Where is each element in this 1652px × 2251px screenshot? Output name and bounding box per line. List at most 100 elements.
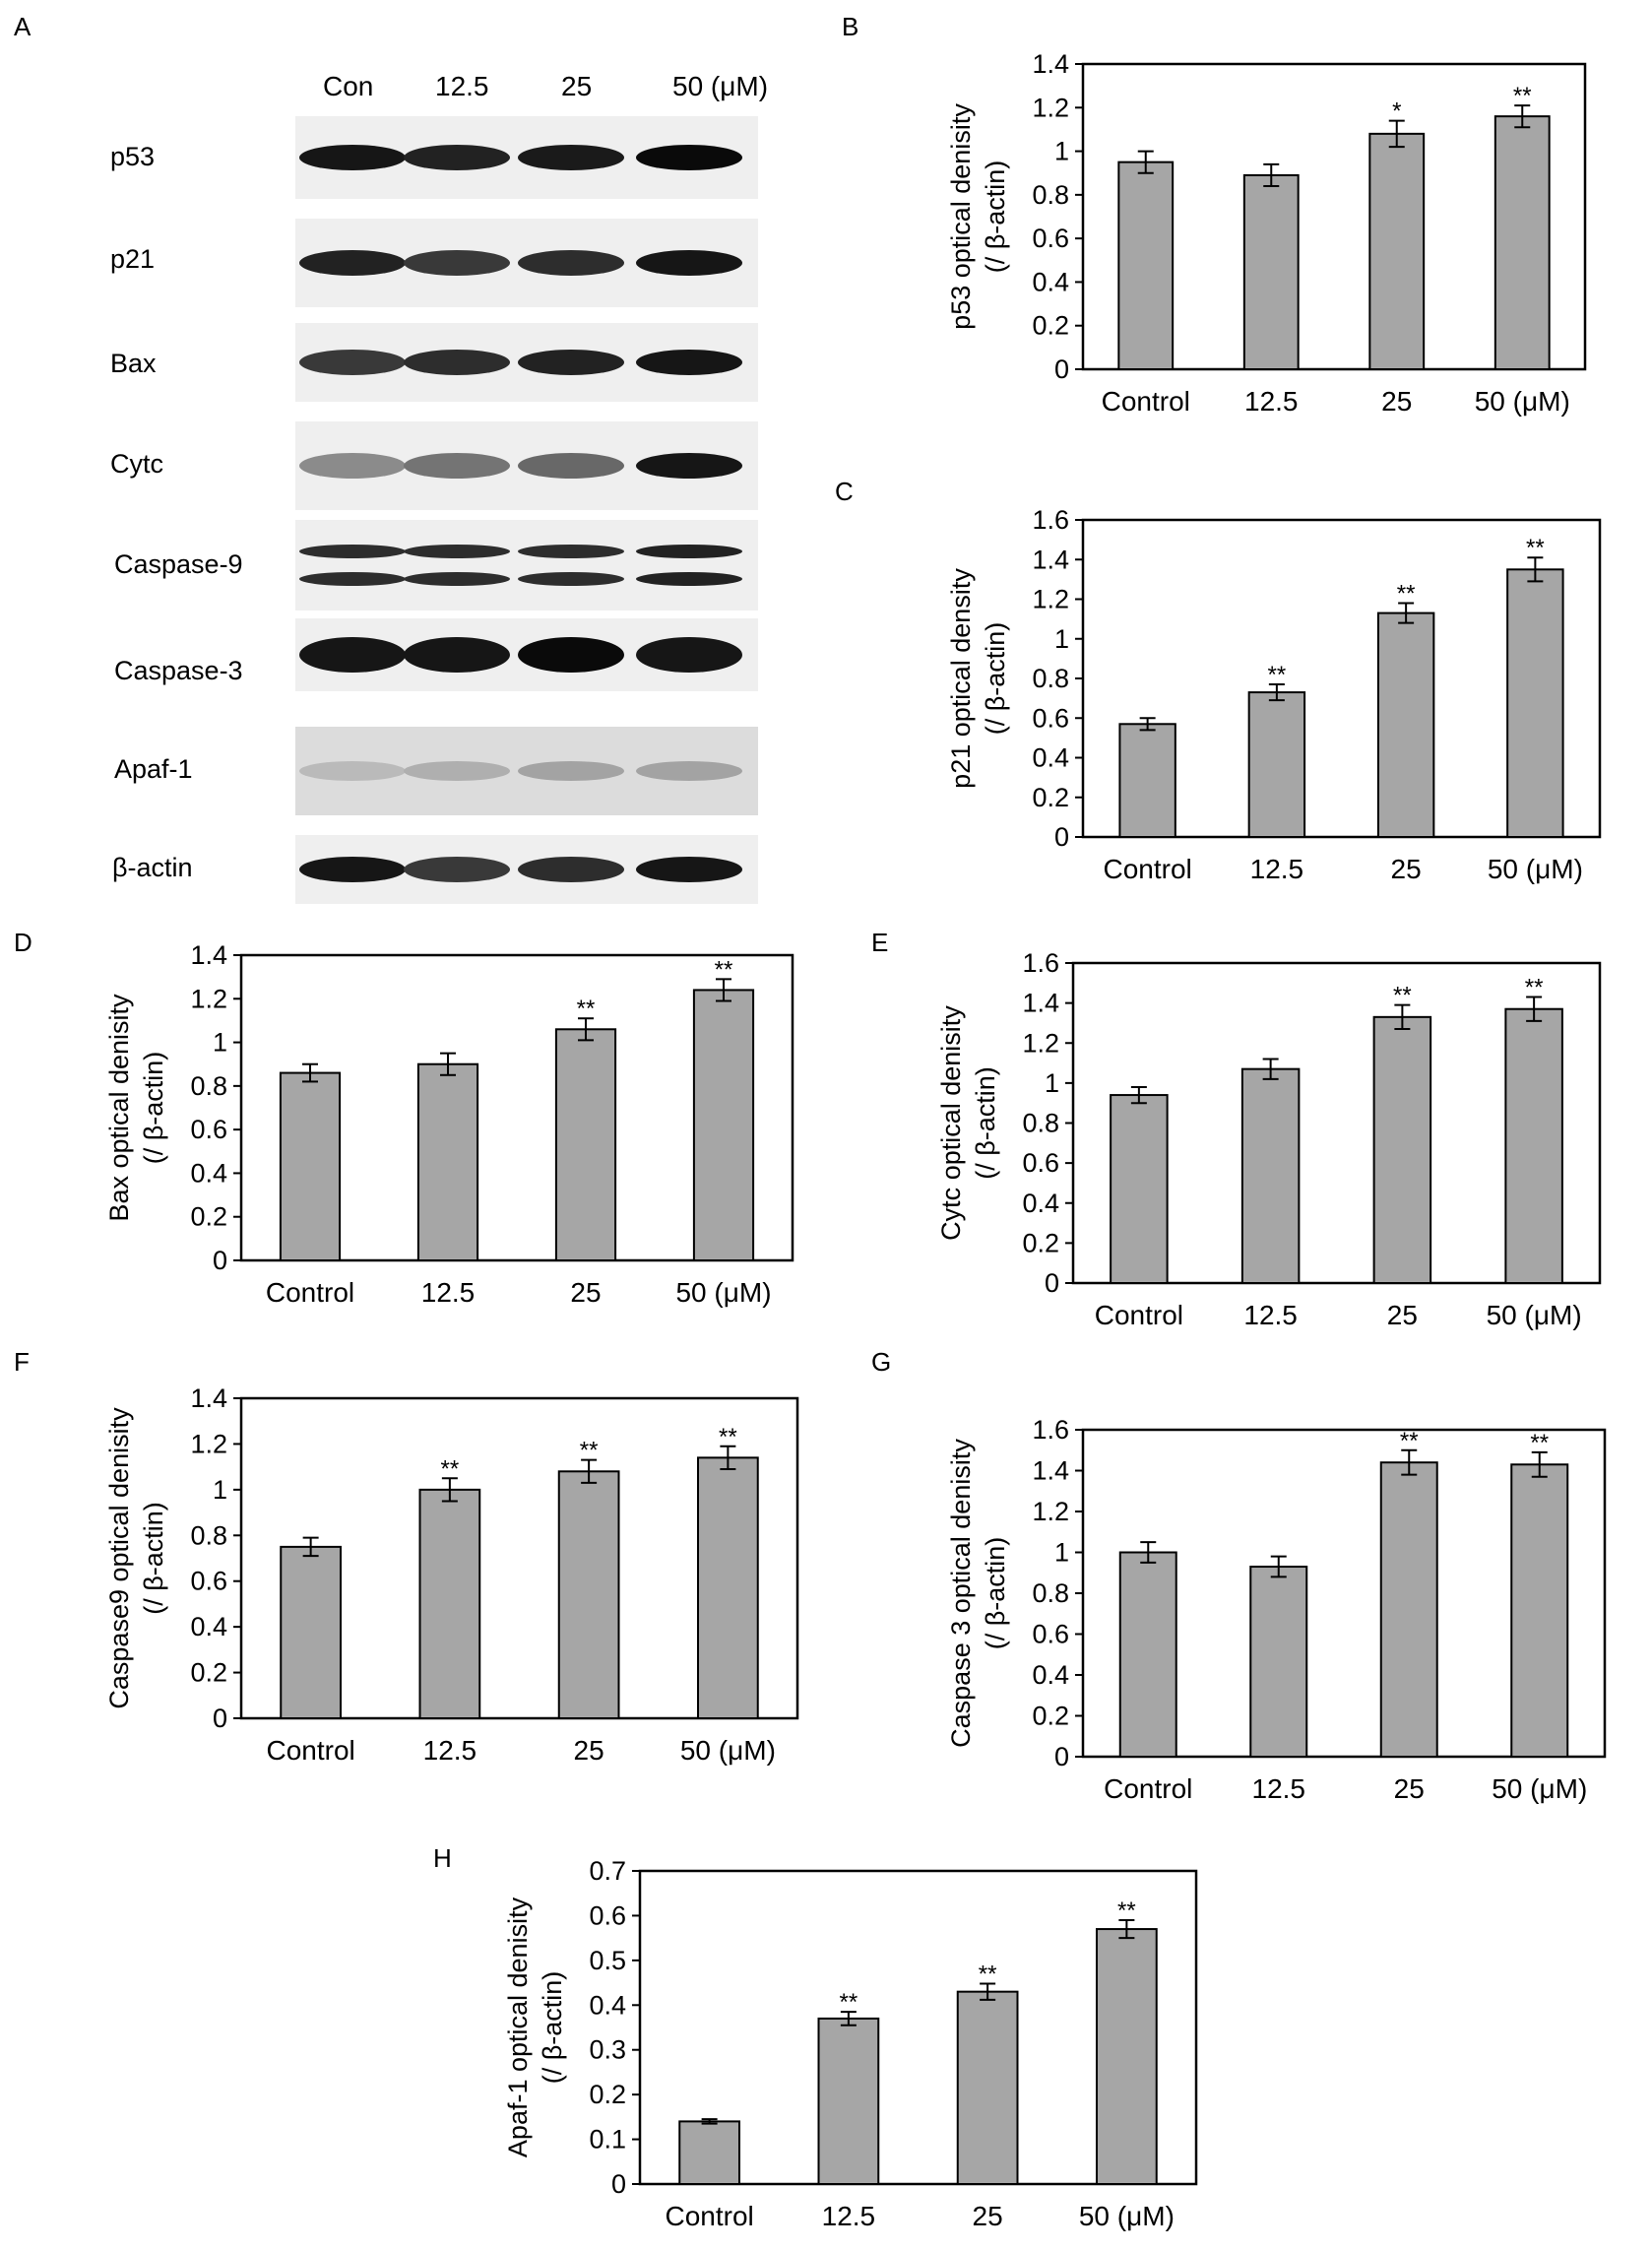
- band-cytc-lane-3: [518, 453, 624, 479]
- bar-25: [1376, 611, 1435, 839]
- x-tick-label: 50 (μM): [1475, 386, 1570, 417]
- x-tick-label: 25: [570, 1277, 601, 1308]
- significance-mark: **: [1525, 975, 1544, 1001]
- band-p21-lane-2: [404, 250, 510, 276]
- panel-letter-g: G: [871, 1347, 892, 1377]
- significance-mark: **: [580, 1438, 599, 1464]
- y-tick-label: 0.7: [589, 1856, 626, 1886]
- y-axis-label-unit: (/ β-actin): [981, 1537, 1010, 1650]
- bar-12-5: [817, 2017, 880, 2186]
- y-tick-label: 1.4: [1032, 1456, 1069, 1486]
- panel-letter-d: D: [14, 928, 32, 957]
- blot-label-caspase-3: Caspase-3: [114, 656, 243, 685]
- bar-control: [1118, 1551, 1177, 1758]
- band-caspase-3-lane-1: [299, 637, 406, 673]
- y-tick-label: 0: [213, 1704, 227, 1733]
- blot-label-cytc: Cytc: [110, 449, 163, 479]
- significance-mark: **: [1117, 1897, 1136, 1924]
- band-bax-lane-4: [636, 350, 742, 375]
- bar-25: [956, 1990, 1019, 2185]
- blot-label-apaf-1: Apaf-1: [114, 754, 193, 784]
- y-tick-label: 0.2: [1032, 783, 1069, 812]
- y-tick-label: 0.4: [190, 1612, 227, 1641]
- bar-25: [557, 1470, 620, 1720]
- band-p21-lane-3: [518, 250, 624, 276]
- y-tick-label: 1: [213, 1475, 227, 1505]
- y-tick-label: 0.8: [190, 1520, 227, 1550]
- y-tick-label: 0.2: [589, 2080, 626, 2109]
- x-tick-label: 12.5: [421, 1277, 476, 1308]
- band-actin-lane-3: [518, 857, 624, 882]
- blot-row-bax: [295, 323, 758, 402]
- blot-label-p21: p21: [110, 244, 156, 274]
- band-caspase-9-lane-3: [518, 545, 624, 558]
- y-tick-label: 0.3: [589, 2035, 626, 2065]
- significance-mark: **: [577, 996, 596, 1022]
- plot-frame: [239, 953, 794, 1262]
- lane-header-12-5: 12.5: [435, 71, 489, 101]
- bar-control: [279, 1071, 342, 1261]
- band-apaf-1-lane-3: [518, 761, 624, 781]
- y-axis-label-unit: (/ β-actin): [139, 1052, 168, 1165]
- y-tick-label: 0: [213, 1246, 227, 1275]
- significance-mark: **: [715, 956, 733, 983]
- y-axis-label-unit: (/ β-actin): [538, 1971, 567, 2085]
- bar-12-5: [1249, 1566, 1308, 1759]
- significance-mark: **: [840, 1989, 858, 2016]
- y-tick-label: 0.2: [1032, 311, 1069, 341]
- x-tick-label: 12.5: [1244, 386, 1299, 417]
- panel-letter-c: C: [835, 477, 854, 506]
- significance-mark: *: [1392, 98, 1401, 125]
- band-p53-lane-4: [636, 145, 742, 170]
- x-tick-label: 12.5: [1243, 1300, 1298, 1330]
- y-tick-label: 0.5: [589, 1946, 626, 1975]
- x-tick-label: 50 (μM): [1079, 2201, 1175, 2231]
- y-axis-label-unit: (/ β-actin): [971, 1066, 1000, 1180]
- y-axis-label: Caspase9 optical denisity: [104, 1407, 134, 1709]
- y-tick-label: 0.8: [1032, 180, 1069, 210]
- y-tick-label: 1.2: [190, 984, 227, 1013]
- y-tick-label: 0.6: [190, 1567, 227, 1596]
- y-tick-label: 1.4: [1022, 989, 1059, 1018]
- blot-strip-bg: [295, 520, 758, 611]
- bar-control: [1118, 723, 1176, 838]
- band-cytc-lane-1: [299, 453, 406, 479]
- x-tick-label: Control: [266, 1277, 354, 1308]
- bar-control: [678, 2120, 740, 2185]
- bar-50-m: [1096, 1928, 1158, 2185]
- x-tick-label: 12.5: [1252, 1773, 1306, 1804]
- blot-strips: [295, 116, 758, 904]
- band-caspase-9-lane-4: [636, 572, 742, 586]
- significance-mark: **: [719, 1424, 737, 1450]
- y-tick-label: 0: [1054, 354, 1069, 384]
- significance-mark: **: [979, 1961, 997, 1987]
- significance-mark: **: [1513, 83, 1532, 109]
- band-caspase-3-lane-3: [518, 637, 624, 673]
- y-tick-label: 0.4: [589, 1990, 626, 2020]
- bar-25: [554, 1028, 617, 1262]
- y-tick-label: 0.4: [1032, 1660, 1069, 1690]
- x-tick-label: 50 (μM): [1492, 1773, 1587, 1804]
- y-tick-label: 0: [1045, 1268, 1059, 1298]
- blot-row-p21: [295, 219, 758, 307]
- x-tick-label: 50 (μM): [680, 1735, 776, 1766]
- plot-frame: [638, 1869, 1198, 2186]
- band-cytc-lane-4: [636, 453, 742, 479]
- plot-frame: [239, 1396, 799, 1720]
- band-actin-lane-4: [636, 857, 742, 882]
- y-tick-label: 1: [1054, 137, 1069, 166]
- blot-row-cytc: [295, 421, 758, 510]
- y-tick-label: 0: [1054, 1742, 1069, 1771]
- y-tick-label: 0.8: [1032, 664, 1069, 693]
- y-tick-label: 0: [611, 2169, 626, 2199]
- y-tick-label: 0.6: [1032, 703, 1069, 733]
- bar-50-m: [1510, 1463, 1569, 1759]
- y-tick-label: 0.2: [190, 1202, 227, 1232]
- bar-25: [1368, 132, 1426, 370]
- y-tick-label: 0.1: [589, 2125, 626, 2155]
- y-tick-label: 0.4: [190, 1158, 227, 1188]
